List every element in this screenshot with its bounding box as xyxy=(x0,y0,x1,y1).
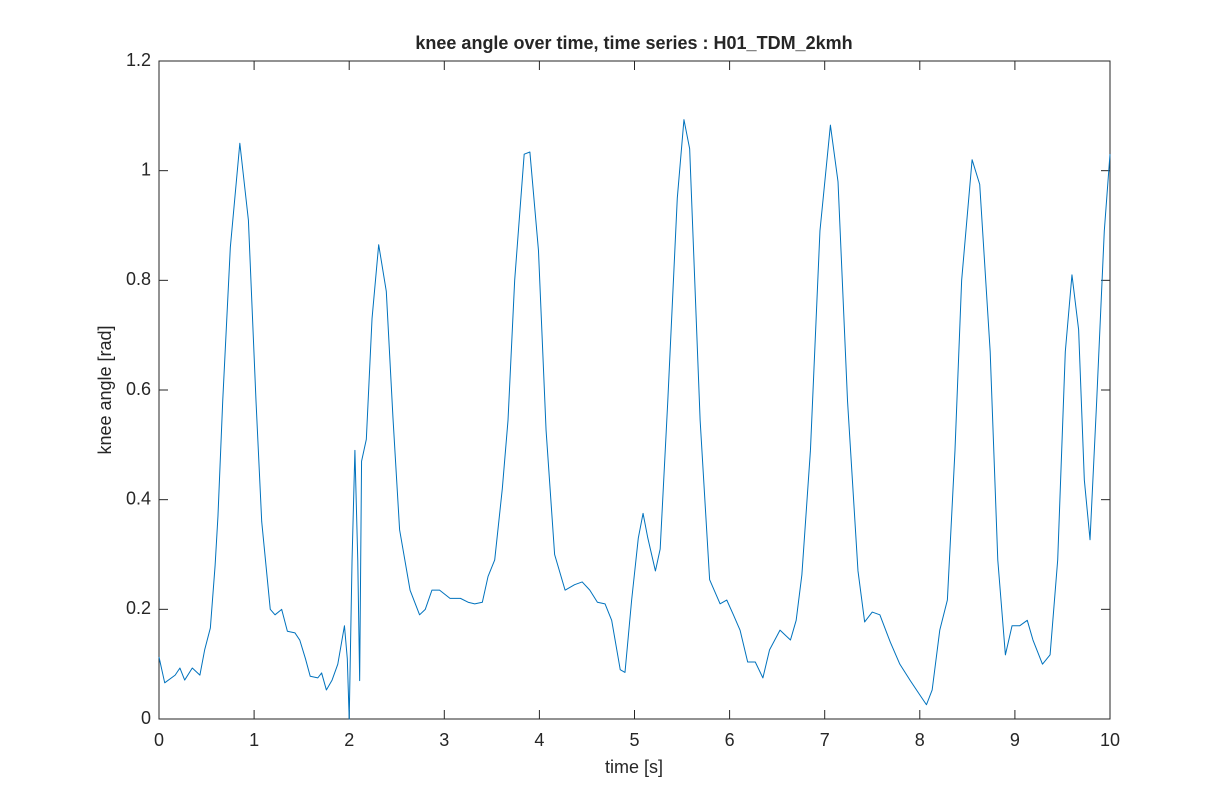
y-tick-label: 0.6 xyxy=(126,379,151,399)
y-tick-label: 1 xyxy=(141,159,151,179)
y-tick-label: 1.2 xyxy=(126,50,151,70)
x-tick-label: 5 xyxy=(629,730,639,750)
x-tick-label: 0 xyxy=(154,730,164,750)
x-tick-label: 3 xyxy=(439,730,449,750)
x-tick-label: 1 xyxy=(249,730,259,750)
x-tick-label: 2 xyxy=(344,730,354,750)
y-tick-label: 0 xyxy=(141,708,151,728)
data-line xyxy=(158,119,1111,720)
y-tick-label: 0.2 xyxy=(126,598,151,618)
y-tick-label: 0.8 xyxy=(126,269,151,289)
y-tick-label: 0.4 xyxy=(126,488,151,508)
x-tick-label: 9 xyxy=(1010,730,1020,750)
x-tick-label: 4 xyxy=(534,730,544,750)
x-tick-label: 10 xyxy=(1100,730,1120,750)
x-tick-label: 8 xyxy=(915,730,925,750)
y-axis-label: knee angle [rad] xyxy=(95,325,115,454)
x-tick-label: 6 xyxy=(725,730,735,750)
x-axis-label: time [s] xyxy=(605,757,663,777)
x-tick-label: 7 xyxy=(820,730,830,750)
chart-title: knee angle over time, time series : H01_… xyxy=(415,33,852,53)
